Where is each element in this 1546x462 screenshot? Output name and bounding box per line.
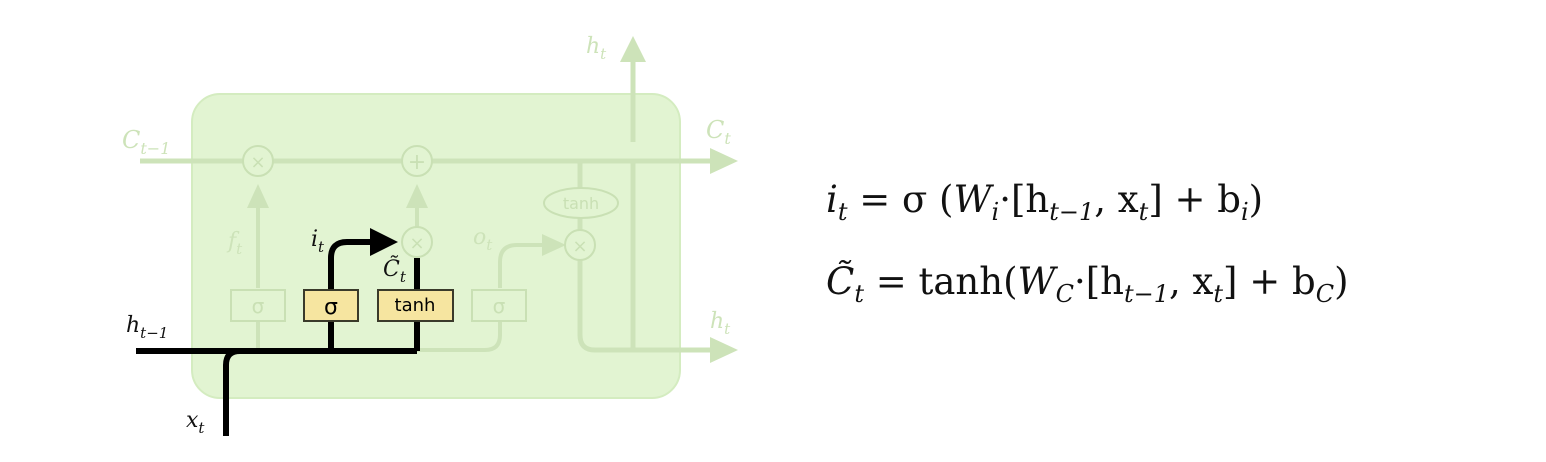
svg-text:σ: σ [493,294,506,318]
svg-text:σ: σ [252,294,265,318]
input-multiply-op: × [401,226,433,258]
svg-text:tanh: tanh [563,194,599,213]
x-input-label: xt [186,408,205,437]
output-right-arrowhead [710,337,738,363]
i-gate-label: it [311,227,325,256]
forget-arrowhead [247,184,269,208]
h-prev-label: ht−1 [126,313,168,342]
output-gate-path [417,218,582,352]
h-right-label: ht [710,309,731,338]
equations-block: it = σ (Wi·[ht−1, xt] + bi) C̃t = tanh(W… [826,178,1349,342]
c-prev-label: Ct−1 [122,126,170,158]
svg-text:σ: σ [324,295,338,320]
h-top-label: ht [586,34,607,63]
svg-text:tanh: tanh [395,295,436,316]
cell-add-op: + [401,145,433,177]
tanh-oval-op: tanh [543,187,619,219]
cell-state-arrowhead [710,148,738,174]
svg-text:×: × [572,236,587,257]
candidate-tanh-layer: tanh [377,289,454,322]
candidate-equation: C̃t = tanh(WC·[ht−1, xt] + bC) [826,260,1349,308]
o-gate-label: ot [473,225,493,254]
output-gate-arrowhead [542,234,566,256]
forget-sigma-layer: σ [230,289,286,322]
output-multiply-op: × [564,229,596,261]
add-arrowhead [406,184,428,208]
active-input-path [136,239,420,436]
c-tilde-label: C̃t [383,256,407,286]
svg-text:×: × [250,152,265,173]
svg-text:+: + [408,150,426,175]
svg-text:×: × [409,233,424,254]
lstm-input-gate-diagram: × + × × tanh σ σ σ tanh [122,34,738,437]
input-sigma-layer: σ [303,289,359,322]
output-up-arrowhead [620,36,646,62]
output-sigma-layer: σ [471,289,527,322]
input-gate-equation: it = σ (Wi·[ht−1, xt] + bi) [826,178,1264,226]
forget-multiply-op: × [242,145,274,177]
active-input-arrowhead [370,228,398,256]
output-right-line [577,161,712,353]
c-next-label: Ct [706,116,731,148]
